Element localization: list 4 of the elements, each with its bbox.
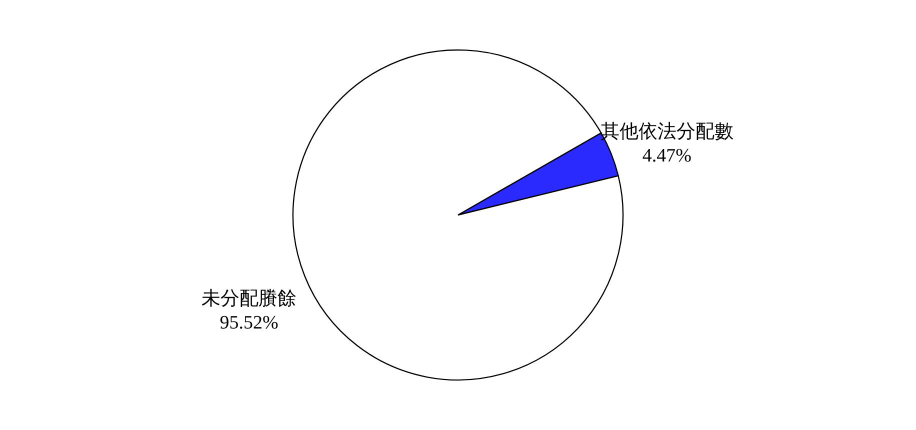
slice-label: 未分配賸餘 bbox=[202, 288, 297, 310]
slice-label: 其他依法分配數 bbox=[600, 121, 734, 142]
data-label: 95.52% bbox=[220, 312, 279, 334]
data-label: 4.47% bbox=[642, 145, 692, 166]
